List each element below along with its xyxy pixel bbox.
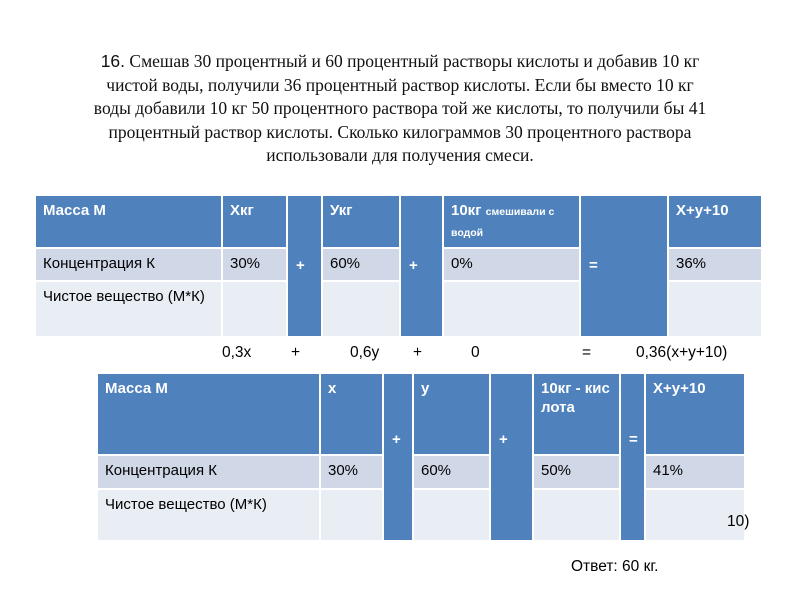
table-cell: Х+у+10	[645, 373, 745, 455]
table-cell: 60%	[322, 248, 400, 281]
table-cell: 50%	[533, 455, 620, 489]
problem-number: 16.	[100, 51, 126, 71]
equation-term: 0,36(х+у+10)	[636, 344, 728, 361]
table-cell	[533, 489, 620, 541]
equation-term: =	[582, 344, 592, 361]
table-cell: Масса М	[35, 195, 222, 248]
table-cell	[668, 281, 762, 337]
equation-term: +	[291, 344, 301, 361]
table-cell: 30%	[320, 455, 383, 489]
problem-line: воды добавили 10 кг 50 процентного раств…	[93, 98, 707, 118]
problem-line: Смешав 30 процентный и 60 процентный рас…	[129, 51, 700, 71]
problem-text: 16. Смешав 30 процентный и 60 процентный…	[40, 50, 760, 168]
table-cell	[320, 489, 383, 541]
operator: +	[392, 431, 401, 448]
table-cell: Концентрация К	[97, 455, 320, 489]
table-cell: Концентрация К	[35, 248, 222, 281]
operator-column: =	[620, 373, 645, 541]
operator-column: =	[580, 195, 668, 337]
operator: =	[629, 431, 638, 448]
operator-column: +	[383, 373, 413, 541]
answer: Ответ: 60 кг.	[571, 558, 659, 575]
operator-column: +	[287, 195, 322, 337]
table-cell	[222, 281, 287, 337]
operator-column: +	[490, 373, 533, 541]
table-cell: Хкг	[222, 195, 287, 248]
problem-line: процентный раствор кислоты. Сколько кило…	[108, 121, 692, 142]
table-cell: Укг	[322, 195, 400, 248]
equation-fragment: 10)	[727, 513, 750, 530]
table-cell: 10кг - кислота	[533, 373, 620, 455]
table-cell	[443, 281, 580, 337]
table-cell: Чистое вещество (М*К)	[97, 489, 320, 541]
table-cell: Х+у+10	[668, 195, 762, 248]
equation-term: 0	[471, 344, 480, 361]
table-cell: Масса М	[97, 373, 320, 455]
table-cell: Чистое вещество (М*К)	[35, 281, 222, 337]
table-cell: 60%	[413, 455, 490, 489]
table-cell	[413, 489, 490, 541]
cell-text: 10кг	[451, 202, 482, 219]
cell-note: смешивали с водой	[451, 206, 555, 239]
operator: +	[409, 257, 418, 274]
problem-line: использовали для получения смеси.	[266, 145, 534, 165]
problem-line: чистой воды, получили 36 процентный раст…	[106, 74, 694, 95]
table-cell: 30%	[222, 248, 287, 281]
operator: +	[296, 257, 305, 274]
equation-term: 0,6у	[350, 344, 380, 361]
table-cell: 0%	[443, 248, 580, 281]
table-cell	[645, 489, 745, 541]
table-cell: 10кг смешивали с водой	[443, 195, 580, 248]
table-cell: х	[320, 373, 383, 455]
table-cell: 41%	[645, 455, 745, 489]
operator: =	[589, 257, 598, 274]
operator: +	[499, 431, 508, 448]
operator-column: +	[400, 195, 443, 337]
table-cell: 36%	[668, 248, 762, 281]
equation-term: +	[413, 344, 423, 361]
equation-term: 0,3х	[222, 344, 252, 361]
table-cell	[322, 281, 400, 337]
table-cell: у	[413, 373, 490, 455]
